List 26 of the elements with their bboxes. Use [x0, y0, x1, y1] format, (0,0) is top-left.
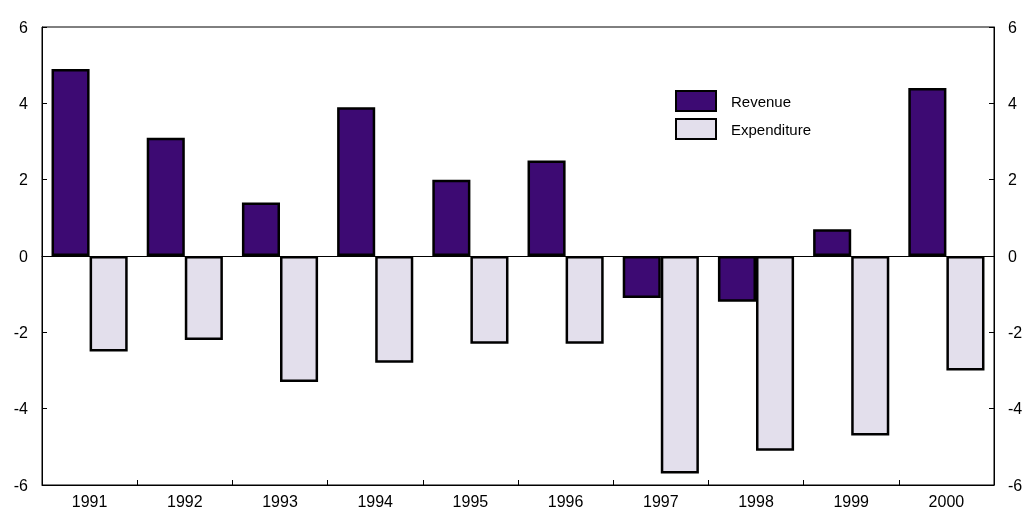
y-tick-label: 2 — [19, 171, 29, 189]
y2-tick-label: 0 — [1008, 247, 1017, 265]
y-tick-label: 4 — [19, 94, 29, 112]
x-tick-label: 1991 — [71, 492, 108, 510]
y-tick-label: 6 — [19, 18, 29, 36]
y2-tick-label: -4 — [1008, 400, 1023, 418]
x-tick-label: 1996 — [547, 492, 584, 510]
y-tick-label: -6 — [13, 476, 29, 494]
y2-tick-label: 4 — [1008, 94, 1017, 112]
y-tick-label: 0 — [19, 247, 29, 265]
x-tick-label: 1995 — [452, 492, 489, 510]
legend-label: Expenditure — [731, 120, 812, 138]
y2-tick-label: 2 — [1008, 171, 1017, 189]
y-tick-label: -2 — [13, 323, 29, 341]
x-tick-label: 1998 — [738, 492, 774, 510]
x-tick-label: 1997 — [643, 492, 679, 510]
x-tick-label: 1999 — [833, 492, 870, 510]
legend-label: Revenue — [731, 92, 792, 110]
x-tick-label: 2000 — [928, 492, 965, 510]
x-tick-label: 1992 — [167, 492, 203, 510]
y-tick-label: -4 — [13, 400, 29, 418]
x-tick-label: 1993 — [262, 492, 298, 510]
y2-tick-label: -6 — [1008, 476, 1023, 494]
x-tick-label: 1994 — [357, 492, 394, 510]
y2-tick-label: -2 — [1008, 323, 1023, 341]
y2-tick-label: 6 — [1008, 18, 1017, 36]
